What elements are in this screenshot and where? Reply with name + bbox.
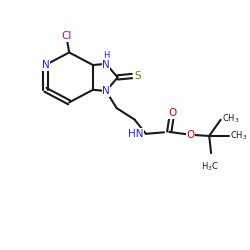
Text: N: N	[102, 86, 110, 96]
Text: H$_3$C: H$_3$C	[201, 161, 219, 173]
Text: N: N	[102, 60, 110, 70]
Text: CH$_3$: CH$_3$	[230, 130, 248, 142]
Text: H: H	[103, 50, 109, 59]
Text: HN: HN	[128, 129, 143, 139]
Text: CH$_3$: CH$_3$	[222, 112, 239, 125]
Text: O: O	[168, 108, 176, 118]
Text: S: S	[134, 70, 140, 81]
Text: Cl: Cl	[61, 31, 72, 41]
Text: N: N	[42, 60, 49, 70]
Text: O: O	[186, 130, 194, 140]
